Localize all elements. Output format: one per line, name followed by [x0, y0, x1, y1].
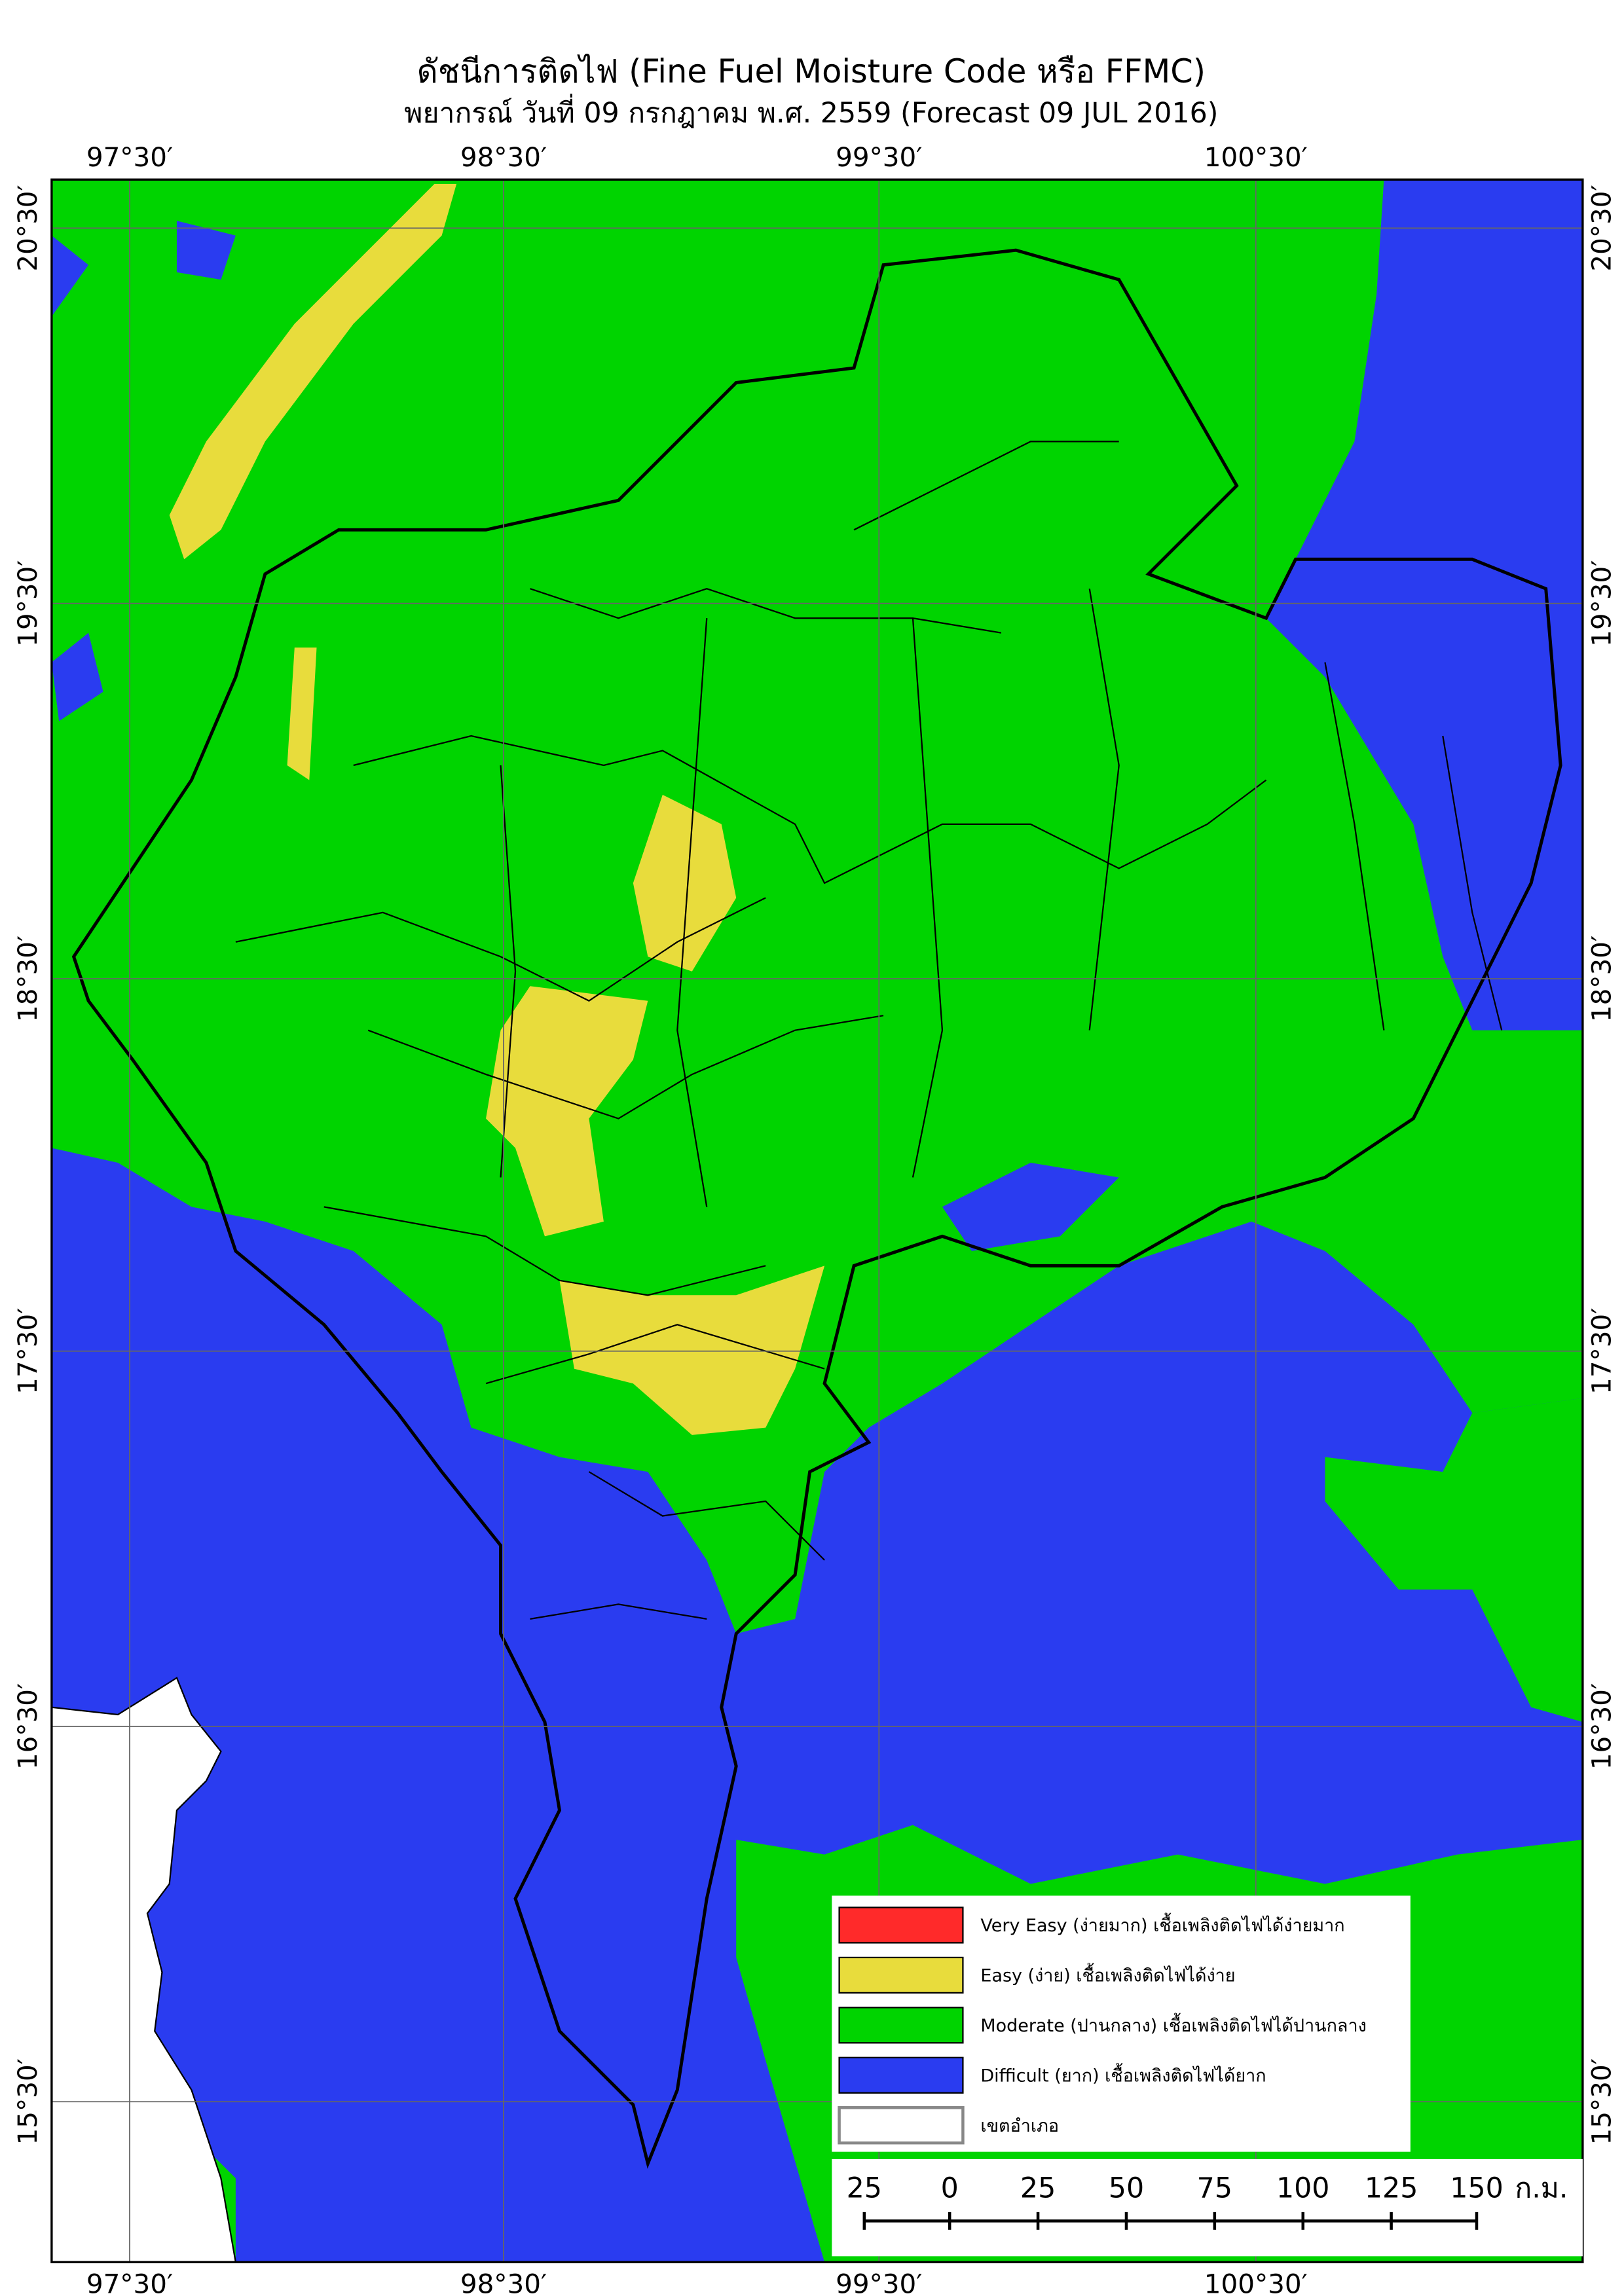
- scale-label: 150: [1450, 2172, 1504, 2205]
- legend-swatch: [838, 1906, 964, 1944]
- map-title: ดัชนีการติดไฟ (Fine Fuel Moisture Code ห…: [417, 52, 1206, 90]
- longitude-label: 98°30′: [460, 141, 547, 173]
- scale-label: 75: [1197, 2172, 1232, 2205]
- scale-label: 25: [847, 2172, 882, 2205]
- graticule: [51, 179, 1583, 2263]
- easy-area: [169, 184, 825, 1435]
- scale-box: [832, 2159, 1583, 2257]
- latitude-label: 16°30′: [1585, 1683, 1617, 1770]
- latitude-label: 15°30′: [12, 2058, 43, 2145]
- longitude-label: 98°30′: [460, 2268, 547, 2296]
- scale-label: 125: [1365, 2172, 1418, 2205]
- legend-label: Very Easy (ง่ายมาก) เชื้อเพลิงติดไฟได้ง่…: [980, 1912, 1344, 1936]
- scale-bar: 25 0 25 50 75 100 125 150 ก.ม.: [832, 2159, 1583, 2257]
- latitude-label: 20°30′: [12, 185, 43, 271]
- legend-label: เขตอำเภอ: [980, 2116, 1059, 2136]
- legend-swatch: [838, 2105, 965, 2145]
- latitude-label: 16°30′: [12, 1683, 43, 1770]
- legend-swatch: [838, 1956, 964, 1994]
- longitude-label: 97°30′: [86, 141, 173, 173]
- longitude-label: 100°30′: [1204, 141, 1308, 173]
- latitude-label: 17°30′: [1585, 1308, 1617, 1394]
- longitude-label: 99°30′: [836, 141, 922, 173]
- legend-label: Difficult (ยาก) เชื้อเพลิงติดไฟได้ยาก: [980, 2063, 1266, 2086]
- legend-swatch: [838, 2056, 964, 2094]
- map-border: [50, 178, 1584, 2263]
- legend-label: Easy (ง่าย) เชื้อเพลิงติดไฟได้ง่าย: [980, 1963, 1235, 1986]
- scale-label: 100: [1276, 2172, 1330, 2205]
- legend-swatch: [838, 2007, 964, 2044]
- latitude-label: 15°30′: [1585, 2058, 1617, 2145]
- scale-label: 25: [1020, 2172, 1056, 2205]
- moderate-area: [51, 179, 1583, 1634]
- longitude-label: 97°30′: [86, 2268, 173, 2296]
- latitude-label: 20°30′: [1585, 185, 1617, 271]
- scale-label: 0: [941, 2172, 959, 2205]
- longitude-label: 99°30′: [836, 2268, 922, 2296]
- latitude-label: 19°30′: [1585, 560, 1617, 647]
- legend-label: Moderate (ปานกลาง) เชื้อเพลิงติดไฟได้ปาน…: [980, 2013, 1366, 2036]
- scale-unit: ก.ม.: [1515, 2172, 1568, 2205]
- longitude-label: 100°30′: [1204, 2268, 1308, 2296]
- no-data-area: [51, 1677, 237, 2263]
- map-subtitle: พยากรณ์ วันที่ 09 กรกฎาคม พ.ศ. 2559 (For…: [404, 94, 1218, 130]
- scale-label: 50: [1109, 2172, 1144, 2205]
- latitude-label: 19°30′: [12, 560, 43, 647]
- latitude-label: 17°30′: [12, 1308, 43, 1394]
- latitude-label: 18°30′: [12, 936, 43, 1022]
- latitude-label: 18°30′: [1585, 936, 1617, 1022]
- legend: Very Easy (ง่ายมาก) เชื้อเพลิงติดไฟได้ง่…: [832, 1895, 1411, 2152]
